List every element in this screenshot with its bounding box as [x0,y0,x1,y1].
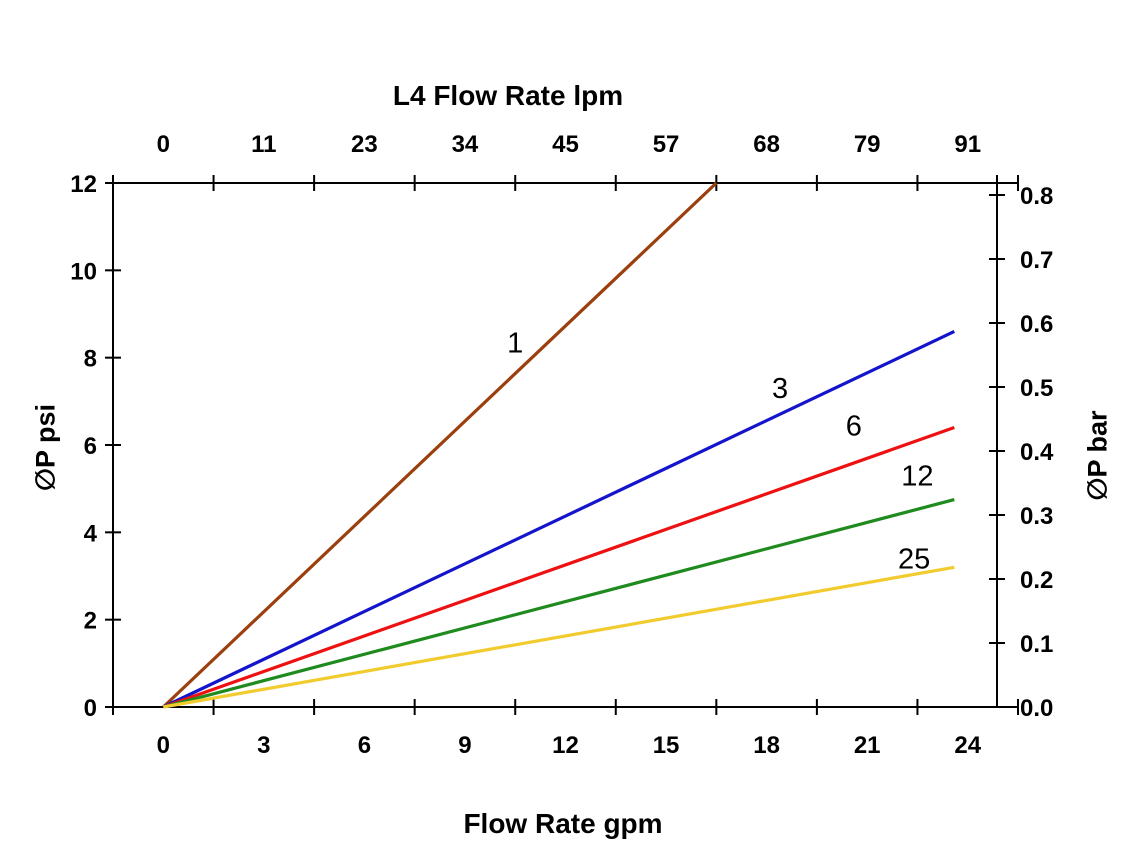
y-axis-right-tick-label: 0.6 [1020,311,1053,338]
x-axis-bottom-tick-label: 9 [458,732,471,759]
y-axis-right-tick-label: 0.5 [1020,375,1053,402]
series-line-3 [162,330,956,709]
y-axis-left-tick-label: 12 [70,171,97,198]
series-line-25 [162,565,955,709]
top-axis-title: L4 Flow Rate lpm [392,80,624,111]
x-axis-bottom-tick-label: 24 [954,732,981,759]
x-axis-top-tick-label: 57 [653,131,680,158]
y-axis-right-tick-label: 0.0 [1020,695,1053,722]
series-label-1: 1 [507,327,523,359]
series-line-12 [162,498,955,709]
x-axis-bottom-tick-label: 21 [854,732,881,759]
y-axis-right-tick-label: 0.3 [1020,503,1053,530]
y-axis-right-tick-label: 0.4 [1020,439,1054,466]
y-axis-right-tick-label: 0.7 [1020,247,1053,274]
series-label-3: 3 [772,373,788,405]
y-axis-right-tick-label: 0.2 [1020,567,1053,594]
x-axis-top-tick-label: 0 [157,131,170,158]
series-label-12: 12 [901,461,933,493]
x-axis-top-tick-label: 79 [854,131,881,158]
y-axis-left-tick-label: 6 [84,433,97,460]
y-axis-left-tick-label: 8 [84,346,97,373]
y-axis-right-tick-label: 0.1 [1020,631,1053,658]
y-axis-left-tick-label: 2 [84,608,97,635]
x-axis-bottom-tick-label: 18 [753,732,780,759]
x-axis-bottom-tick-label: 0 [157,732,170,759]
y-axis-left-tick-label: 10 [70,258,97,285]
x-axis-bottom-tick-label: 6 [358,732,371,759]
x-axis-top-tick-label: 68 [753,131,780,158]
x-axis-bottom-tick-label: 3 [257,732,270,759]
x-axis-top-tick-label: 91 [954,131,981,158]
bottom-axis-title: Flow Rate gpm [463,808,663,839]
x-axis-bottom-tick-label: 15 [653,732,680,759]
y-axis-left-tick-label: 4 [84,520,98,547]
x-axis-top-tick-label: 11 [251,131,276,158]
series-line-1 [162,181,718,709]
y-axis-left-tick-label: 0 [84,695,97,722]
series-label-6: 6 [846,410,862,442]
x-axis-top-tick-label: 23 [351,131,378,158]
series-line-6 [162,426,955,709]
series-label-25: 25 [898,544,930,576]
x-axis-top-tick-label: 45 [552,131,579,158]
x-axis-top-tick-label: 34 [452,131,479,158]
y-axis-right-tick-label: 0.8 [1020,183,1053,210]
x-axis-bottom-tick-label: 12 [552,732,579,759]
